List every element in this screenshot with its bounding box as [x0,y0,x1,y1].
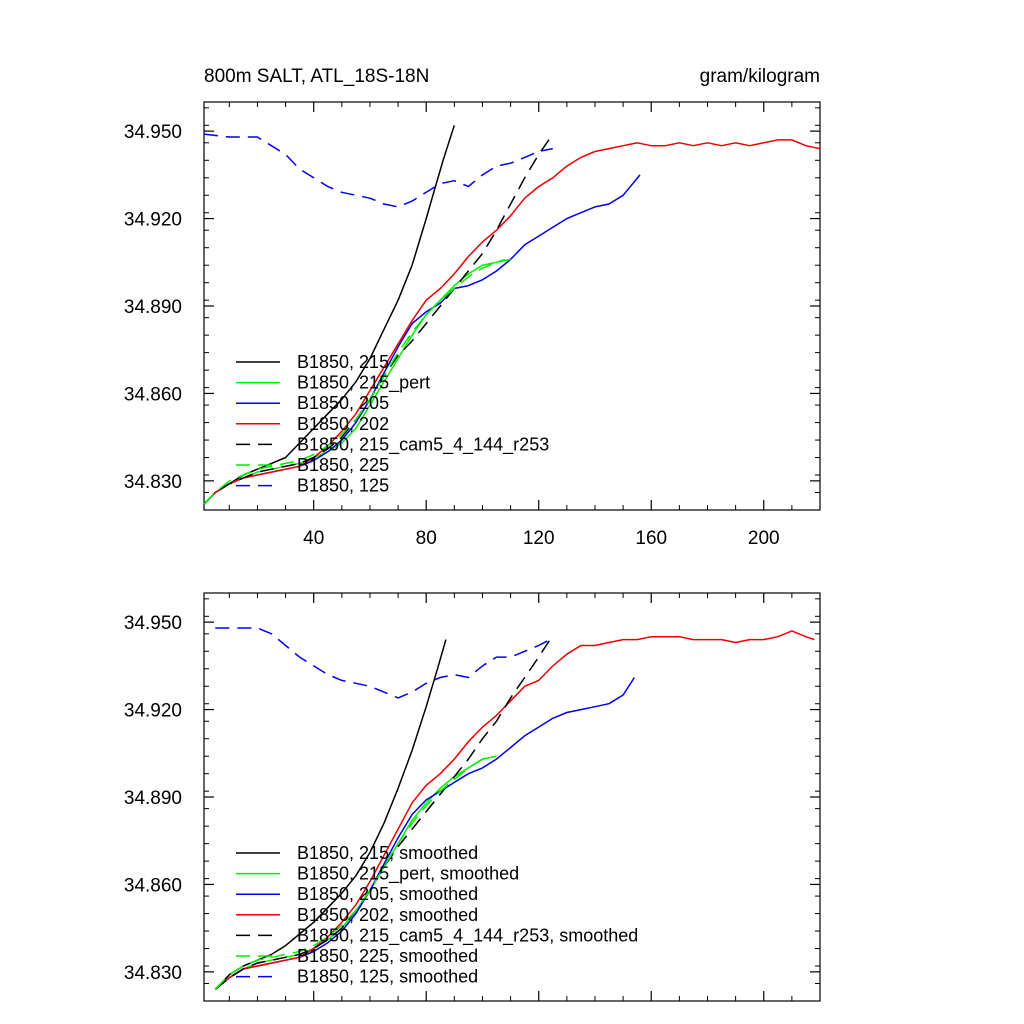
y-tick-label: 34.860 [124,875,182,896]
series-line [203,258,511,505]
top-panel: 40 80 120 160 200 34.830 34.860 34.890 34.920 34.… [124,101,821,549]
legend-label: B1850, 215_pert, smoothed [297,864,519,885]
y-tick-label: 34.830 [124,472,182,493]
legend-label: B1850, 202, smoothed [297,905,478,925]
units-label: gram/kilogram [700,66,820,87]
legend-label: B1850, 205 [297,393,389,413]
x-tick-label: 160 [635,528,667,549]
legend-label: B1850, 125 [297,476,389,496]
legend-label: B1850, 215_pert [297,373,430,394]
legend-label: B1850, 125, smoothed [297,967,478,987]
legend-label: B1850, 215_cam5_4_144_r253, smoothed [297,925,638,946]
legend-label: B1850, 215 [297,352,389,372]
y-tick-label: 34.950 [124,122,182,143]
y-tick-label: 34.860 [124,384,182,405]
series-line [203,258,506,505]
series-line [215,627,551,699]
x-tick-label: 80 [416,528,437,549]
y-tick-label: 34.920 [124,210,182,231]
y-tick-label: 34.950 [124,613,182,634]
x-tick-label: 200 [748,528,780,549]
series-line [203,133,553,208]
series-line [214,639,551,990]
legend-label: B1850, 215_cam5_4_144_r253 [297,434,549,455]
bottom-panel: 34.830 34.860 34.890 34.920 34.950 B1850, 215… [124,592,821,1002]
x-tick-label: 40 [303,528,324,549]
legend-label: B1850, 225 [297,455,389,475]
y-tick-label: 34.830 [124,963,182,984]
legend-label: B1850, 205, smoothed [297,884,478,904]
series-line [214,755,497,990]
y-tick-label: 34.920 [124,701,182,722]
x-tick-label: 120 [523,528,555,549]
series-line [203,139,821,505]
legend-label: B1850, 202 [297,414,389,434]
y-tick-label: 34.890 [124,788,182,809]
chart-title: 800m SALT, ATL_18S-18N [204,66,429,87]
legend-label: B1850, 215, smoothed [297,843,478,863]
legend-label: B1850, 225, smoothed [297,946,478,966]
y-tick-label: 34.890 [124,297,182,318]
series-line [203,174,641,505]
